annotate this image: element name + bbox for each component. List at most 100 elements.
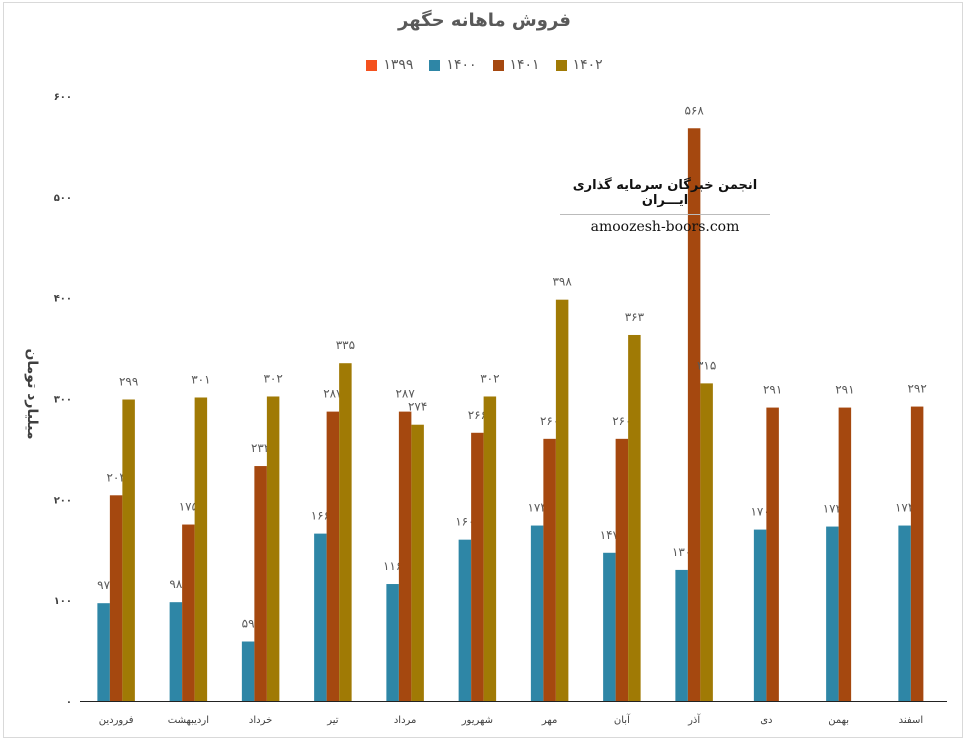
data-label: ۲۰۴ — [106, 470, 125, 484]
data-label: ۱۳۰ — [672, 545, 691, 559]
y-tick-label: ۴۰۰ — [54, 294, 72, 305]
data-label: ۱۷۳ — [823, 502, 843, 516]
data-label: ۲۷۴ — [408, 400, 427, 414]
legend-item: ۱۴۰۲ — [555, 57, 603, 73]
bar — [398, 411, 412, 701]
y-tick-label: ۵۰۰ — [54, 193, 72, 204]
data-label: ۲۹۱ — [835, 383, 854, 397]
bar — [555, 299, 569, 701]
bar — [97, 603, 110, 701]
watermark-title: انجمن خبرگان سرمایه گذاری ایـــران — [560, 178, 770, 215]
legend-swatch — [366, 59, 378, 71]
y-tick-label: ۰ — [66, 697, 72, 708]
data-label: ۱۷۴ — [527, 501, 546, 515]
x-tick-label: آبان — [614, 713, 631, 726]
legend-item: ۱۴۰۱ — [492, 57, 540, 73]
bar — [543, 438, 556, 701]
data-label: ۳۳۵ — [336, 338, 355, 352]
bar — [314, 533, 327, 701]
x-tick-label: خرداد — [249, 715, 272, 726]
bar — [169, 602, 183, 701]
x-tick-label: بهمن — [828, 715, 849, 726]
bar — [615, 438, 629, 701]
bar — [411, 424, 424, 701]
data-label: ۲۳۳ — [251, 441, 271, 455]
data-label: ۲۶۰ — [612, 414, 631, 428]
bar — [122, 399, 135, 701]
bar — [700, 383, 713, 701]
bar — [339, 363, 352, 701]
x-tick-label: دی — [760, 715, 772, 726]
bar — [326, 411, 340, 701]
bar — [530, 525, 544, 701]
y-tick-label: ۳۰۰ — [54, 395, 72, 406]
bar — [266, 396, 280, 701]
data-label: ۲۹۲ — [907, 382, 926, 396]
legend: ۱۳۹۹ ۱۴۰۰ ۱۴۰۱ ۱۴۰۲ — [0, 54, 969, 76]
x-tick-label: اردیبهشت — [168, 715, 209, 726]
data-label: ۳۱۵ — [697, 358, 716, 372]
legend-item: ۱۳۹۹ — [366, 57, 413, 73]
bar — [838, 407, 852, 701]
x-tick-label: فروردین — [99, 715, 134, 726]
data-label: ۲۸۷ — [323, 387, 343, 401]
data-label: ۱۴۷ — [600, 528, 620, 542]
data-label: ۱۷۴ — [895, 501, 914, 515]
legend-swatch — [429, 59, 441, 71]
bar — [471, 432, 484, 701]
data-label: ۳۰۲ — [480, 371, 499, 385]
data-label: ۳۶۳ — [625, 310, 645, 324]
bar — [910, 406, 924, 701]
x-tick-label: مرداد — [394, 715, 417, 726]
y-tick-label: ۲۰۰ — [54, 495, 72, 506]
y-tick-label: ۱۰۰ — [54, 596, 72, 607]
bar — [766, 407, 779, 701]
watermark: انجمن خبرگان سرمایه گذاری ایـــران amooz… — [560, 178, 770, 235]
bar — [109, 495, 123, 701]
data-label: ۲۹۱ — [763, 383, 782, 397]
chart-frame — [3, 2, 963, 738]
bar — [603, 552, 616, 701]
bar — [675, 569, 688, 701]
bar — [182, 524, 195, 701]
data-label: ۳۰۲ — [263, 371, 282, 385]
data-label: ۹۸ — [169, 577, 182, 591]
bar — [753, 529, 767, 701]
x-tick-label: اسفند — [899, 715, 923, 726]
legend-label: ۱۴۰۱ — [509, 57, 540, 73]
bar — [826, 526, 839, 701]
data-label: ۱۷۰ — [750, 505, 769, 519]
bar — [458, 539, 472, 701]
legend-label: ۱۴۰۲ — [572, 57, 603, 73]
x-tick-label: مهر — [541, 715, 557, 726]
data-label: ۲۸۷ — [395, 387, 415, 401]
data-label: ۳۰۱ — [191, 372, 210, 386]
bar — [483, 396, 497, 701]
bar — [254, 466, 267, 701]
data-label: ۲۶۶ — [468, 408, 487, 422]
legend-label: ۱۴۰۰ — [446, 57, 477, 73]
data-label: ۱۷۵ — [179, 500, 198, 514]
bar — [194, 397, 208, 701]
x-tick-label: شهریور — [461, 715, 493, 726]
data-label: ۵۹ — [242, 617, 255, 631]
bar — [687, 128, 701, 701]
bar — [241, 641, 255, 701]
legend-swatch — [555, 59, 567, 71]
legend-item: ۱۴۰۰ — [429, 57, 477, 73]
data-label: ۹۷ — [97, 578, 110, 592]
data-label: ۵۶۸ — [684, 103, 704, 117]
x-tick-label: آذر — [687, 713, 701, 726]
data-label: ۱۶۶ — [311, 509, 330, 523]
chart-title: فروش ماهانه حگهر — [398, 10, 571, 31]
data-label: ۱۱۶ — [383, 559, 402, 573]
data-label: ۲۹۹ — [119, 375, 138, 389]
y-tick-label: ۶۰۰ — [54, 92, 72, 103]
data-label: ۲۶۰ — [540, 414, 559, 428]
data-label: ۱۶۰ — [455, 515, 474, 529]
legend-label: ۱۳۹۹ — [383, 57, 414, 73]
bar — [898, 525, 911, 701]
watermark-url: amoozesh-boors.com — [590, 219, 740, 235]
legend-swatch — [492, 59, 504, 71]
